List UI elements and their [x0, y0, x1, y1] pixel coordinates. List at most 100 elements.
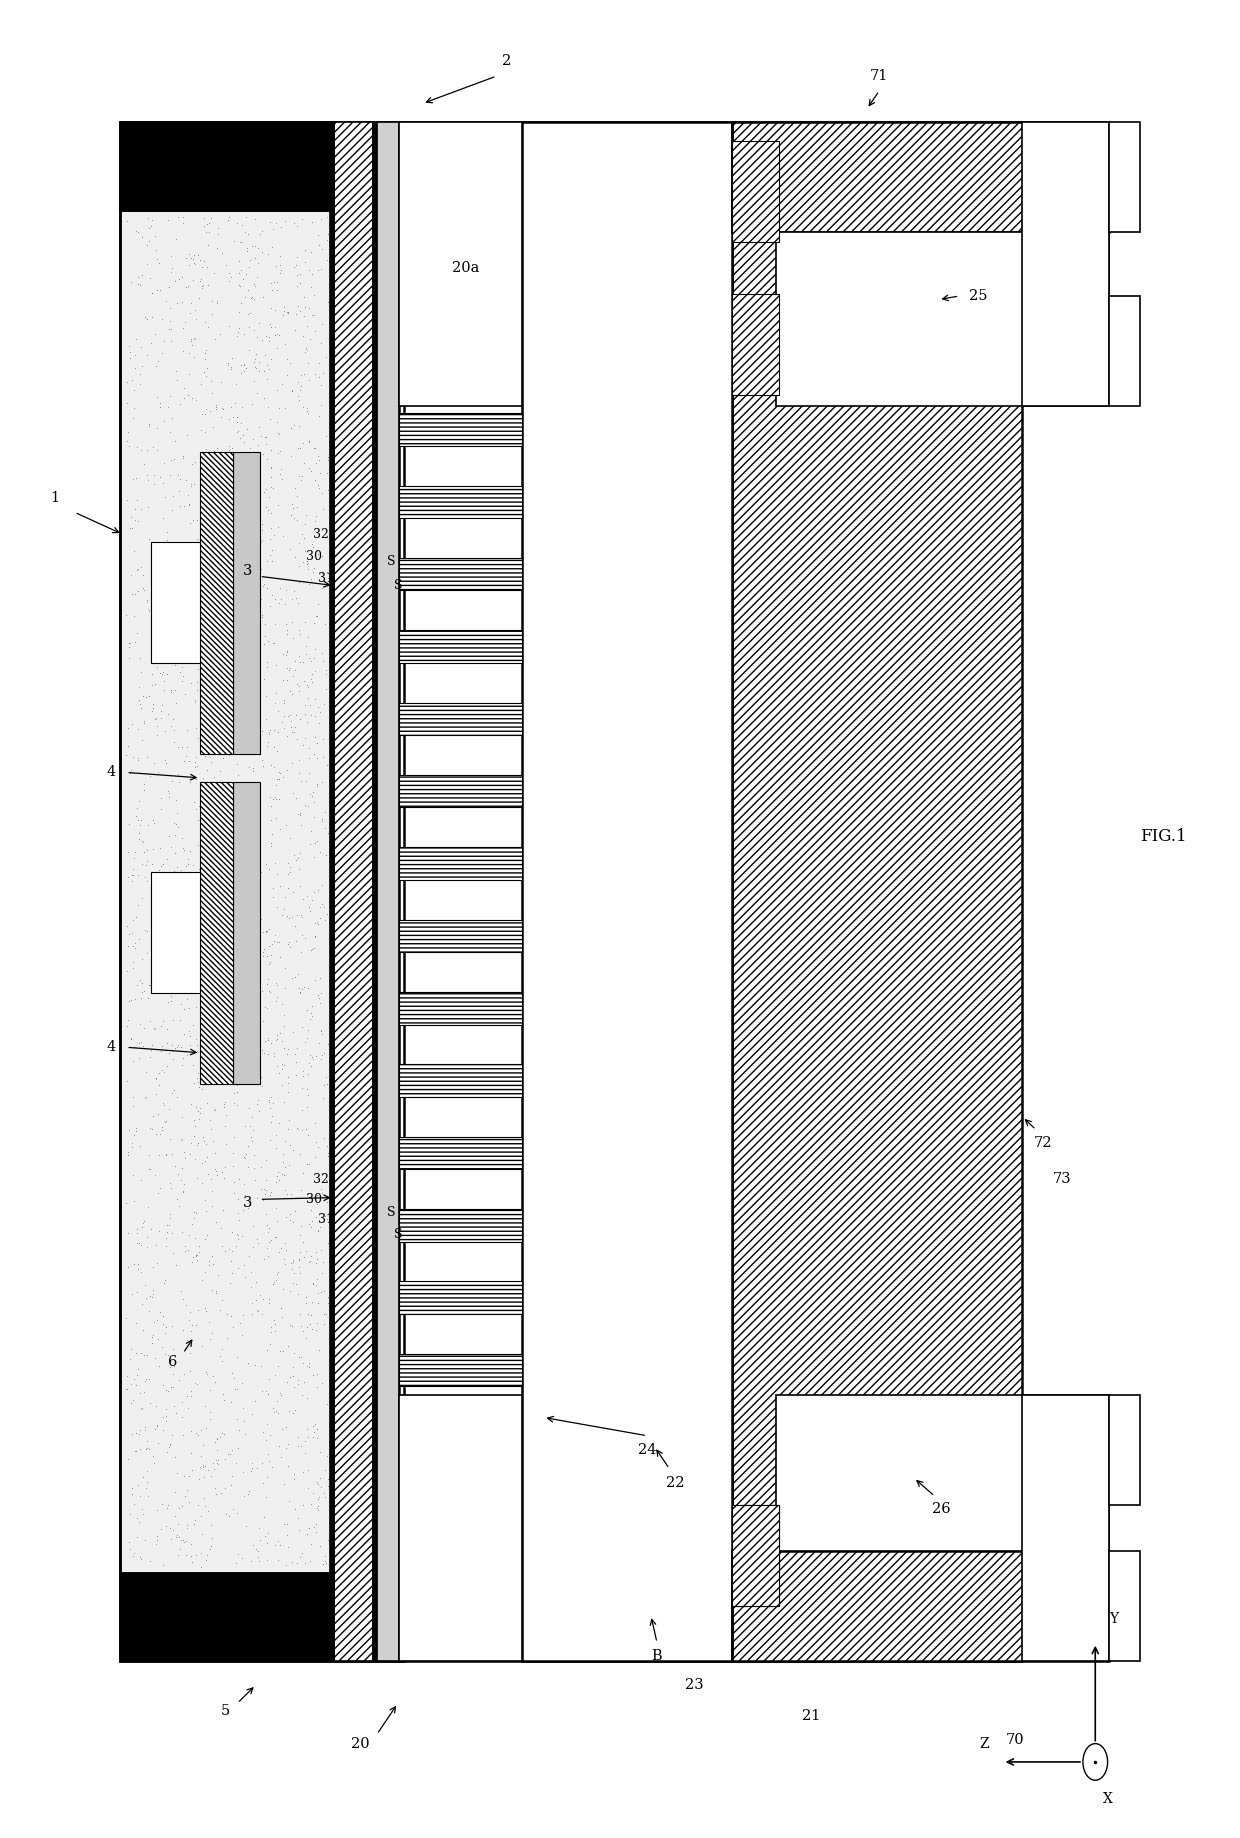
- Point: [332, 1542, 352, 1571]
- Point: [340, 1285, 360, 1314]
- Point: [197, 210, 217, 239]
- Point: [146, 1064, 166, 1094]
- Point: [250, 842, 270, 871]
- Point: [164, 809, 184, 838]
- Point: [161, 981, 181, 1011]
- Point: [198, 1250, 218, 1279]
- Point: [195, 211, 215, 241]
- Point: [198, 676, 218, 706]
- Point: [295, 608, 315, 638]
- Point: [304, 777, 324, 807]
- Point: [130, 358, 150, 388]
- Point: [315, 798, 335, 827]
- Point: [221, 544, 241, 573]
- Point: [291, 811, 311, 840]
- Point: [157, 777, 177, 807]
- Point: [134, 836, 154, 866]
- Point: [130, 1434, 150, 1463]
- Point: [285, 1038, 305, 1068]
- Point: [201, 1461, 221, 1491]
- Point: [226, 369, 246, 399]
- Point: [218, 206, 238, 235]
- Point: [376, 1035, 396, 1064]
- Point: [387, 1362, 407, 1391]
- Point: [161, 873, 181, 902]
- Point: [153, 660, 172, 689]
- Point: [346, 656, 366, 686]
- Point: [341, 1463, 361, 1492]
- Point: [312, 871, 332, 901]
- Point: [334, 316, 353, 346]
- Point: [299, 454, 319, 483]
- Point: [238, 809, 258, 838]
- Point: [295, 640, 315, 669]
- Point: [264, 733, 284, 763]
- Point: [298, 1456, 317, 1485]
- Point: [185, 687, 205, 717]
- Point: [161, 711, 181, 741]
- Point: [130, 689, 150, 719]
- Point: [330, 1441, 350, 1470]
- Point: [195, 417, 215, 447]
- Bar: [151, 873, 201, 993]
- Point: [184, 469, 203, 498]
- Point: [184, 787, 203, 816]
- Point: [341, 428, 361, 458]
- Point: [136, 834, 156, 864]
- Point: [157, 1437, 177, 1467]
- Point: [383, 276, 403, 305]
- Point: [346, 434, 366, 463]
- Point: [148, 652, 167, 682]
- Point: [317, 1070, 337, 1099]
- Point: [164, 1351, 184, 1380]
- Point: [219, 259, 239, 289]
- Point: [242, 1103, 262, 1132]
- Point: [118, 1005, 138, 1035]
- Point: [157, 1492, 177, 1522]
- Point: [365, 1184, 384, 1213]
- Point: [253, 917, 273, 947]
- Point: [196, 335, 216, 364]
- Point: [350, 779, 370, 809]
- Point: [330, 772, 350, 801]
- Text: B: B: [652, 1649, 662, 1663]
- Point: [356, 1149, 376, 1178]
- Point: [306, 772, 326, 801]
- Point: [207, 1424, 227, 1454]
- Point: [128, 507, 148, 537]
- Point: [319, 1465, 339, 1494]
- Point: [161, 678, 181, 708]
- Point: [331, 664, 351, 693]
- Point: [159, 393, 179, 423]
- Point: [384, 711, 404, 741]
- Point: [334, 671, 353, 700]
- Point: [325, 483, 345, 513]
- Point: [326, 1310, 346, 1340]
- Point: [353, 248, 373, 278]
- Point: [293, 647, 312, 676]
- Bar: [151, 542, 201, 664]
- Point: [156, 1140, 176, 1169]
- Point: [315, 1200, 335, 1230]
- Point: [367, 1184, 387, 1213]
- Point: [316, 1299, 336, 1329]
- Point: [290, 1140, 310, 1169]
- Point: [131, 1257, 151, 1287]
- Point: [345, 1404, 365, 1434]
- Point: [206, 390, 226, 419]
- Point: [386, 375, 405, 404]
- Point: [155, 482, 175, 511]
- Point: [166, 224, 186, 254]
- Point: [146, 1119, 166, 1149]
- Point: [203, 436, 223, 465]
- Point: [145, 1015, 165, 1044]
- Point: [363, 1237, 383, 1266]
- Point: [346, 241, 366, 270]
- Point: [291, 1211, 311, 1241]
- Point: [190, 283, 210, 312]
- Point: [366, 993, 386, 1022]
- Point: [227, 322, 247, 351]
- Point: [150, 954, 170, 983]
- Point: [122, 709, 141, 739]
- Point: [167, 1158, 187, 1187]
